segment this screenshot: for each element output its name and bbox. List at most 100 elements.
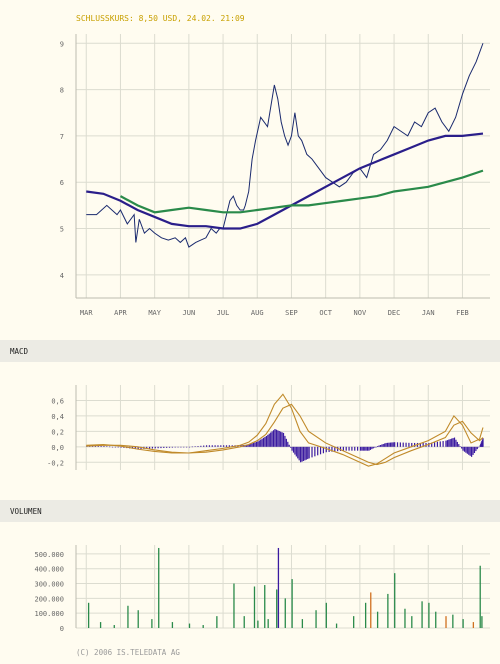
macd-hist-bar <box>117 446 119 448</box>
macd-section-label: MACD <box>10 347 29 356</box>
macd-hist-bar <box>163 446 165 448</box>
macd-hist-bar <box>291 446 293 451</box>
macd-hist-bar <box>419 442 421 447</box>
macd-hist-bar <box>298 446 300 461</box>
macd-hist-bar <box>183 446 185 448</box>
macd-hist-bar <box>462 446 464 451</box>
x-tick-label: MAR <box>80 309 93 317</box>
macd-hist-bar <box>364 446 366 451</box>
macd-hist-bar <box>277 430 279 447</box>
macd-hist-bar <box>123 446 125 448</box>
volume-bar <box>127 605 129 628</box>
macd-hist-bar <box>271 431 273 447</box>
macd-hist-bar <box>354 446 356 451</box>
macd-hist-bar <box>157 446 159 449</box>
macd-hist-bar <box>148 446 151 449</box>
macd-hist-bar <box>473 446 476 453</box>
macd-hist-bar <box>322 446 325 454</box>
volume-bar <box>376 611 379 628</box>
volume-bar <box>257 620 259 628</box>
y-tick-label: 300.000 <box>34 581 64 589</box>
y-tick-label: 7 <box>60 133 64 141</box>
macd-hist-bar <box>100 446 102 447</box>
macd-hist-bar <box>285 438 287 447</box>
macd-hist-bar <box>414 442 416 447</box>
x-tick-label: JUN <box>183 309 196 317</box>
macd-hist-bar <box>459 446 461 447</box>
macd-hist-bar <box>391 442 393 447</box>
macd-hist-bar <box>287 441 289 447</box>
macd-hist-bar <box>402 442 404 447</box>
volume-bar <box>301 619 304 628</box>
volume-bar <box>481 616 483 628</box>
volume-bar <box>364 602 367 628</box>
macd-hist-bar <box>260 439 262 447</box>
x-tick-label: JUL <box>217 309 230 317</box>
macd-hist-bar <box>288 444 290 447</box>
volume-bar <box>325 602 327 628</box>
macd-hist-bar <box>379 445 382 447</box>
macd-hist-bar <box>214 445 216 447</box>
macd-hist-bar <box>197 446 199 447</box>
volume-bar <box>445 616 447 628</box>
macd-hist-bar <box>348 446 350 451</box>
macd-hist-bar <box>268 433 270 447</box>
macd-hist-bar <box>248 444 250 447</box>
macd-hist-bar <box>97 446 99 447</box>
macd-hist-bar <box>250 443 252 447</box>
macd-hist-bar <box>191 446 193 448</box>
macd-hist-bar <box>314 446 316 457</box>
macd-hist-bar <box>478 446 480 448</box>
macd-hist-bar <box>469 446 471 456</box>
macd-hist-bar <box>307 446 309 460</box>
macd-hist-bar <box>223 445 225 447</box>
x-tick-label: AUG <box>251 309 264 317</box>
y-tick-label: 6 <box>60 179 64 187</box>
macd-hist-bar <box>362 446 364 451</box>
macd-hist-bar <box>452 438 454 447</box>
macd-hist-bar <box>325 446 327 453</box>
y-tick-label: 0,0 <box>51 444 64 452</box>
x-tick-label: OCT <box>319 309 332 317</box>
macd-hist-bar <box>174 446 176 448</box>
macd-hist-bar <box>449 439 451 447</box>
macd-hist-bar <box>109 446 111 448</box>
macd-hist-bar <box>301 446 303 462</box>
macd-hist-bar <box>374 446 376 448</box>
macd-hist-bar <box>396 442 399 447</box>
macd-hist-bar <box>300 446 302 463</box>
macd-hist-bar <box>411 442 413 447</box>
macd-hist-bar <box>257 441 259 447</box>
volume-bar <box>253 586 256 628</box>
y-tick-label: 4 <box>60 272 64 280</box>
macd-hist-bar <box>436 441 439 447</box>
volume-bar <box>216 616 218 628</box>
macd-hist-bar <box>91 446 94 447</box>
macd-hist-bar <box>305 446 307 460</box>
volume-bar <box>137 610 139 628</box>
y-tick-label: 9 <box>60 40 64 48</box>
macd-hist-bar <box>337 446 339 452</box>
volume-bar <box>188 623 191 628</box>
macd-hist-bar <box>466 446 468 454</box>
macd-hist-bar <box>180 446 182 448</box>
macd-hist-bar <box>365 446 367 451</box>
volume-bar <box>99 622 102 628</box>
macd-hist-bar <box>267 434 269 447</box>
volume-bar <box>411 616 413 628</box>
macd-hist-bar <box>357 446 359 451</box>
volume-bar <box>428 602 430 628</box>
copyright: (C) 2006 IS.TELEDATA AG <box>76 648 180 657</box>
page-title: SCHLUSSKURS: 8,50 USD, 24.02. 21:09 <box>76 14 245 23</box>
macd-hist-bar <box>394 442 396 447</box>
ma_long-line <box>119 169 484 214</box>
macd-hist-bar <box>302 446 305 461</box>
macd-hist-bar <box>359 446 362 451</box>
volume-bar <box>243 616 245 628</box>
x-tick-label: FEB <box>456 309 469 317</box>
volume-bar <box>315 610 317 628</box>
macd-hist-bar <box>111 446 114 448</box>
macd-hist-bar <box>205 445 208 447</box>
macd-hist-bar <box>372 446 374 449</box>
